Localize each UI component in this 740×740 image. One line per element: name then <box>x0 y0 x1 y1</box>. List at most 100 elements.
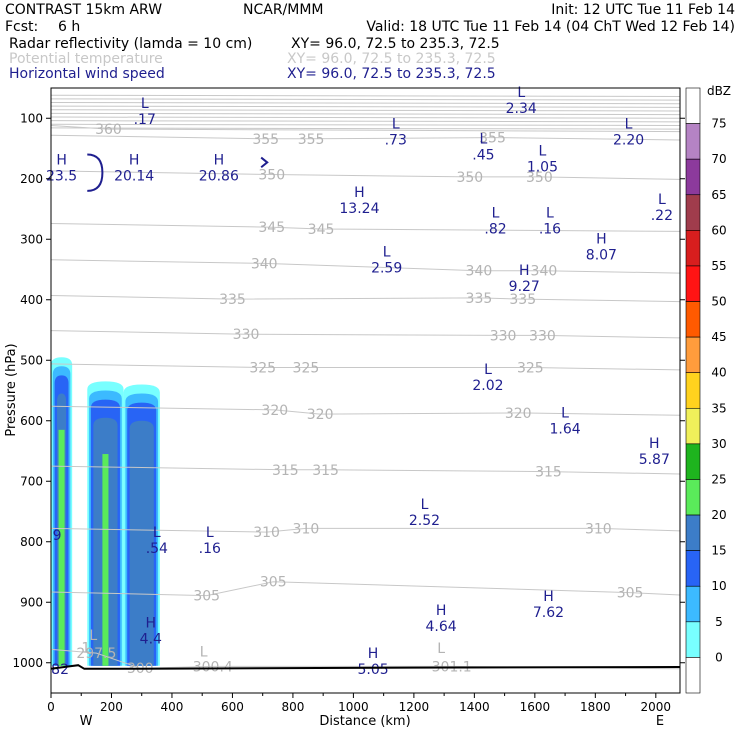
organization-label: NCAR/MMM <box>243 2 324 18</box>
theta-contour-label: 345 <box>258 220 285 236</box>
theta-contour-label: 325 <box>293 361 320 377</box>
colorbar-swatch <box>685 407 701 445</box>
wind-extremum-value: 8.07 <box>586 247 617 263</box>
field-wind-xy: XY= 96.0, 72.5 to 235.3, 72.5 <box>287 66 496 82</box>
field-reflectivity-xy: XY= 96.0, 72.5 to 235.3, 72.5 <box>291 36 500 52</box>
colorbar-swatch <box>685 514 701 551</box>
reflectivity-layer <box>51 357 160 666</box>
wind-extremum-value: 7.62 <box>533 605 564 621</box>
wind-max-marker: H <box>354 185 365 201</box>
y-axis: 100 200 300 400 500 600 700 800 900 1000 <box>12 111 685 670</box>
x-tick-label: 600 <box>221 700 244 714</box>
terrain-line <box>50 664 681 670</box>
wind-min-marker: L <box>383 245 391 261</box>
wind-extremum-value: 20.86 <box>199 169 239 185</box>
colorbar-level-label: 10 <box>711 579 726 593</box>
theta-contour-label: 1 <box>81 641 90 657</box>
wind-extremum-value: .16 <box>199 541 221 557</box>
colorbar-level-label: 15 <box>711 544 726 558</box>
colorbar-swatch <box>685 621 701 658</box>
wind-extremum-value: .16 <box>539 221 561 237</box>
x-tick-label: 800 <box>281 700 304 714</box>
theta-contour-lines <box>50 94 681 670</box>
colorbar-level-label: 60 <box>711 223 726 237</box>
theta-contour-330 <box>50 330 681 339</box>
colorbar-swatch <box>685 657 701 694</box>
wind-min-marker: L <box>517 85 525 101</box>
theta-contour-label: 310 <box>253 525 280 541</box>
x-tick-label: 1400 <box>459 700 490 714</box>
x-tick-label: 1000 <box>338 700 369 714</box>
theta-contour-label: 350 <box>526 170 553 186</box>
y-tick-label: 400 <box>20 293 43 307</box>
colorbar-swatch <box>685 372 701 409</box>
init-time: Init: 12 UTC Tue 11 Feb 14 <box>551 2 735 18</box>
x-tick-label: 400 <box>161 700 184 714</box>
x-axis-label: Distance (km) <box>319 714 410 729</box>
theta-contour-320 <box>50 405 681 416</box>
y-tick-label: 900 <box>20 595 43 609</box>
theta-contour-label: 330 <box>490 328 517 344</box>
wind-max-marker: H <box>519 263 530 279</box>
wind-min-marker: L <box>539 144 547 160</box>
field-theta-name: Potential temperature <box>9 51 163 67</box>
colorbar-swatch <box>685 87 701 124</box>
theta-contour-label: 355 <box>252 132 279 148</box>
theta-contour-label: L <box>200 644 208 660</box>
wind-extremum-value: .45 <box>472 148 494 164</box>
theta-contour-label: 330 <box>529 328 556 344</box>
wind-extremum-value: .73 <box>385 132 407 148</box>
model-title: CONTRAST 15km ARW <box>5 2 162 18</box>
wind-max-marker: H <box>543 589 554 605</box>
theta-contour-upper <box>50 109 681 112</box>
wind-extremum-value: 2.34 <box>506 101 537 117</box>
wind-extremum-value: 82 <box>51 662 69 678</box>
wind-min-marker: L <box>392 116 400 132</box>
reflectivity-core-0 <box>58 429 65 666</box>
colorbar-level-label: 55 <box>711 259 726 273</box>
wind-max-marker: H <box>56 153 67 169</box>
y-tick-label: 700 <box>20 474 43 488</box>
theta-contour-label: 320 <box>261 403 288 419</box>
wind-extremum-value: 2.02 <box>472 378 503 394</box>
wind-max-marker: H <box>368 646 379 662</box>
theta-contour-label: 300.4 <box>193 659 233 675</box>
wind-extremum-value: 2.20 <box>613 132 644 148</box>
wind-max-marker: H <box>596 231 607 247</box>
reflectivity-cell-2-band-3 <box>129 420 154 666</box>
y-tick-label: 500 <box>20 353 43 367</box>
theta-contour-345 <box>50 223 681 232</box>
theta-contour-label: 305 <box>193 589 220 605</box>
theta-contour-label: 315 <box>535 465 562 481</box>
wind-max-marker: H <box>649 436 660 452</box>
y-tick-label: 200 <box>20 172 43 186</box>
x-axis: 0 200 400 600 800 1000 1200 1400 1600 1800 2000 <box>47 693 671 714</box>
colorbar-level-label: 65 <box>711 188 726 202</box>
colorbar-swatch <box>685 230 701 267</box>
colorbar-swatch <box>685 265 701 302</box>
theta-contour-310 <box>50 527 681 533</box>
colorbar-swatch <box>685 301 701 338</box>
y-tick-label: 600 <box>20 414 43 428</box>
theta-contour-350 <box>50 170 681 180</box>
field-wind-name: Horizontal wind speed <box>9 66 165 82</box>
theta-contour-label: 340 <box>531 264 558 280</box>
field-theta-xy: XY= 96.0, 72.5 to 235.3, 72.5 <box>287 51 496 67</box>
wind-min-marker: L <box>153 525 161 541</box>
wind-extremum-value: 13.24 <box>339 201 379 217</box>
wind-extremum-value: .54 <box>146 541 168 557</box>
theta-contour-label: 355 <box>298 132 325 148</box>
wind-min-marker: L <box>561 406 569 422</box>
x-tick-label: 1800 <box>580 700 611 714</box>
theta-contour-label: 350 <box>258 168 285 184</box>
wind-min-marker: L <box>492 205 500 221</box>
y-axis-label: Pressure (hPa) <box>4 343 19 436</box>
theta-contour-315 <box>50 465 681 475</box>
theta-contour-355 <box>50 134 681 141</box>
wind-extremum-value: 9 <box>53 528 62 544</box>
theta-contour-upper <box>50 112 681 116</box>
wind-extremum-value: 5.05 <box>357 662 388 678</box>
theta-contour-upper <box>50 98 681 101</box>
colorbar-level-label: 25 <box>711 472 726 486</box>
